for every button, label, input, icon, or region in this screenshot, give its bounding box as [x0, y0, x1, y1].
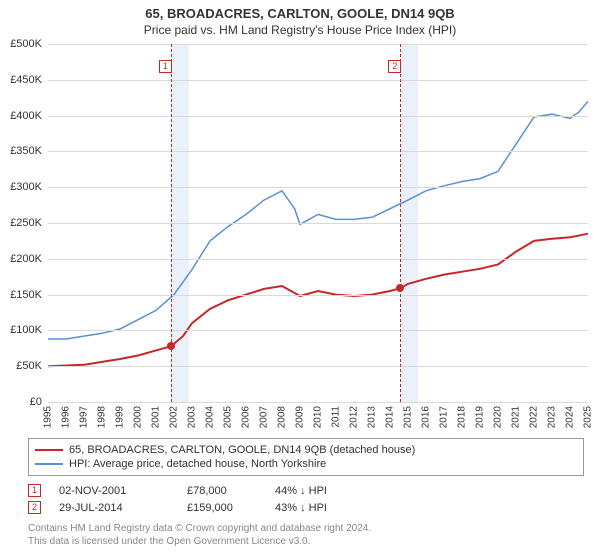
x-tick-label: 2022 [529, 406, 540, 428]
legend-item: HPI: Average price, detached house, Nort… [35, 457, 577, 471]
x-tick-label: 1996 [61, 406, 72, 428]
event-row: 2 29-JUL-2014 £159,000 43% ↓ HPI [28, 499, 584, 516]
event-price: £78,000 [187, 485, 257, 497]
x-tick-label: 2021 [511, 406, 522, 428]
gridline [48, 366, 588, 367]
chart-title: 65, BROADACRES, CARLTON, GOOLE, DN14 9QB [0, 0, 600, 21]
y-tick-label: £200K [10, 253, 42, 265]
footer-line-2: This data is licensed under the Open Gov… [28, 535, 584, 548]
x-tick-label: 2024 [565, 406, 576, 428]
event-hpi-delta: 43% ↓ HPI [275, 502, 327, 514]
x-tick-label: 2011 [331, 406, 342, 428]
event-date: 29-JUL-2014 [59, 502, 169, 514]
series-line [48, 101, 588, 339]
x-tick-label: 1995 [43, 406, 54, 428]
gridline [48, 151, 588, 152]
gridline [48, 80, 588, 81]
event-price: £159,000 [187, 502, 257, 514]
x-tick-label: 2007 [259, 406, 270, 428]
x-tick-label: 2025 [583, 406, 594, 428]
event-row: 1 02-NOV-2001 £78,000 44% ↓ HPI [28, 482, 584, 499]
legend: 65, BROADACRES, CARLTON, GOOLE, DN14 9QB… [28, 438, 584, 476]
legend-swatch [35, 449, 63, 451]
y-tick-label: £150K [10, 289, 42, 301]
x-tick-label: 2005 [223, 406, 234, 428]
event-dot [396, 284, 404, 292]
gridline [48, 402, 588, 403]
x-axis: 1995199619971998199920002001200220032004… [48, 404, 588, 434]
gridline [48, 295, 588, 296]
x-tick-label: 1999 [115, 406, 126, 428]
gridline [48, 44, 588, 45]
legend-label: HPI: Average price, detached house, Nort… [69, 458, 326, 470]
x-tick-label: 2008 [277, 406, 288, 428]
legend-item: 65, BROADACRES, CARLTON, GOOLE, DN14 9QB… [35, 443, 577, 457]
event-number-box: 1 [28, 484, 41, 497]
x-tick-label: 1997 [79, 406, 90, 428]
event-date: 02-NOV-2001 [59, 485, 169, 497]
x-tick-label: 2017 [439, 406, 450, 428]
y-tick-label: £400K [10, 110, 42, 122]
x-tick-label: 1998 [97, 406, 108, 428]
gridline [48, 223, 588, 224]
band-border [400, 44, 401, 402]
y-tick-label: £0 [30, 396, 42, 408]
x-tick-label: 2009 [295, 406, 306, 428]
x-tick-label: 2013 [367, 406, 378, 428]
gridline [48, 330, 588, 331]
legend-swatch [35, 463, 63, 465]
y-tick-label: £350K [10, 145, 42, 157]
y-tick-label: £100K [10, 324, 42, 336]
chart-plot-area: 12 [48, 44, 588, 402]
x-tick-label: 2004 [205, 406, 216, 428]
legend-label: 65, BROADACRES, CARLTON, GOOLE, DN14 9QB… [69, 444, 415, 456]
y-tick-label: £300K [10, 181, 42, 193]
x-tick-label: 2014 [385, 406, 396, 428]
event-number-box: 2 [28, 501, 41, 514]
x-tick-label: 2023 [547, 406, 558, 428]
event-hpi-delta: 44% ↓ HPI [275, 485, 327, 497]
x-tick-label: 2003 [187, 406, 198, 428]
chart-subtitle: Price paid vs. HM Land Registry's House … [0, 21, 600, 41]
gridline [48, 116, 588, 117]
x-tick-label: 2010 [313, 406, 324, 428]
x-tick-label: 2012 [349, 406, 360, 428]
footer-attribution: Contains HM Land Registry data © Crown c… [28, 522, 584, 548]
y-tick-label: £500K [10, 38, 42, 50]
gridline [48, 187, 588, 188]
footer-line-1: Contains HM Land Registry data © Crown c… [28, 522, 584, 535]
x-tick-label: 2006 [241, 406, 252, 428]
x-tick-label: 2016 [421, 406, 432, 428]
gridline [48, 259, 588, 260]
y-tick-label: £250K [10, 217, 42, 229]
x-tick-label: 2002 [169, 406, 180, 428]
y-tick-label: £450K [10, 74, 42, 86]
x-tick-label: 2015 [403, 406, 414, 428]
x-tick-label: 2020 [493, 406, 504, 428]
x-tick-label: 2000 [133, 406, 144, 428]
x-tick-label: 2018 [457, 406, 468, 428]
y-axis: £0£50K£100K£150K£200K£250K£300K£350K£400… [0, 44, 46, 402]
series-line [48, 234, 588, 367]
event-dot [167, 342, 175, 350]
event-marker: 2 [388, 60, 401, 73]
x-tick-label: 2001 [151, 406, 162, 428]
x-tick-label: 2019 [475, 406, 486, 428]
event-marker: 1 [159, 60, 172, 73]
event-table: 1 02-NOV-2001 £78,000 44% ↓ HPI 2 29-JUL-2014… [28, 482, 584, 516]
y-tick-label: £50K [16, 360, 42, 372]
